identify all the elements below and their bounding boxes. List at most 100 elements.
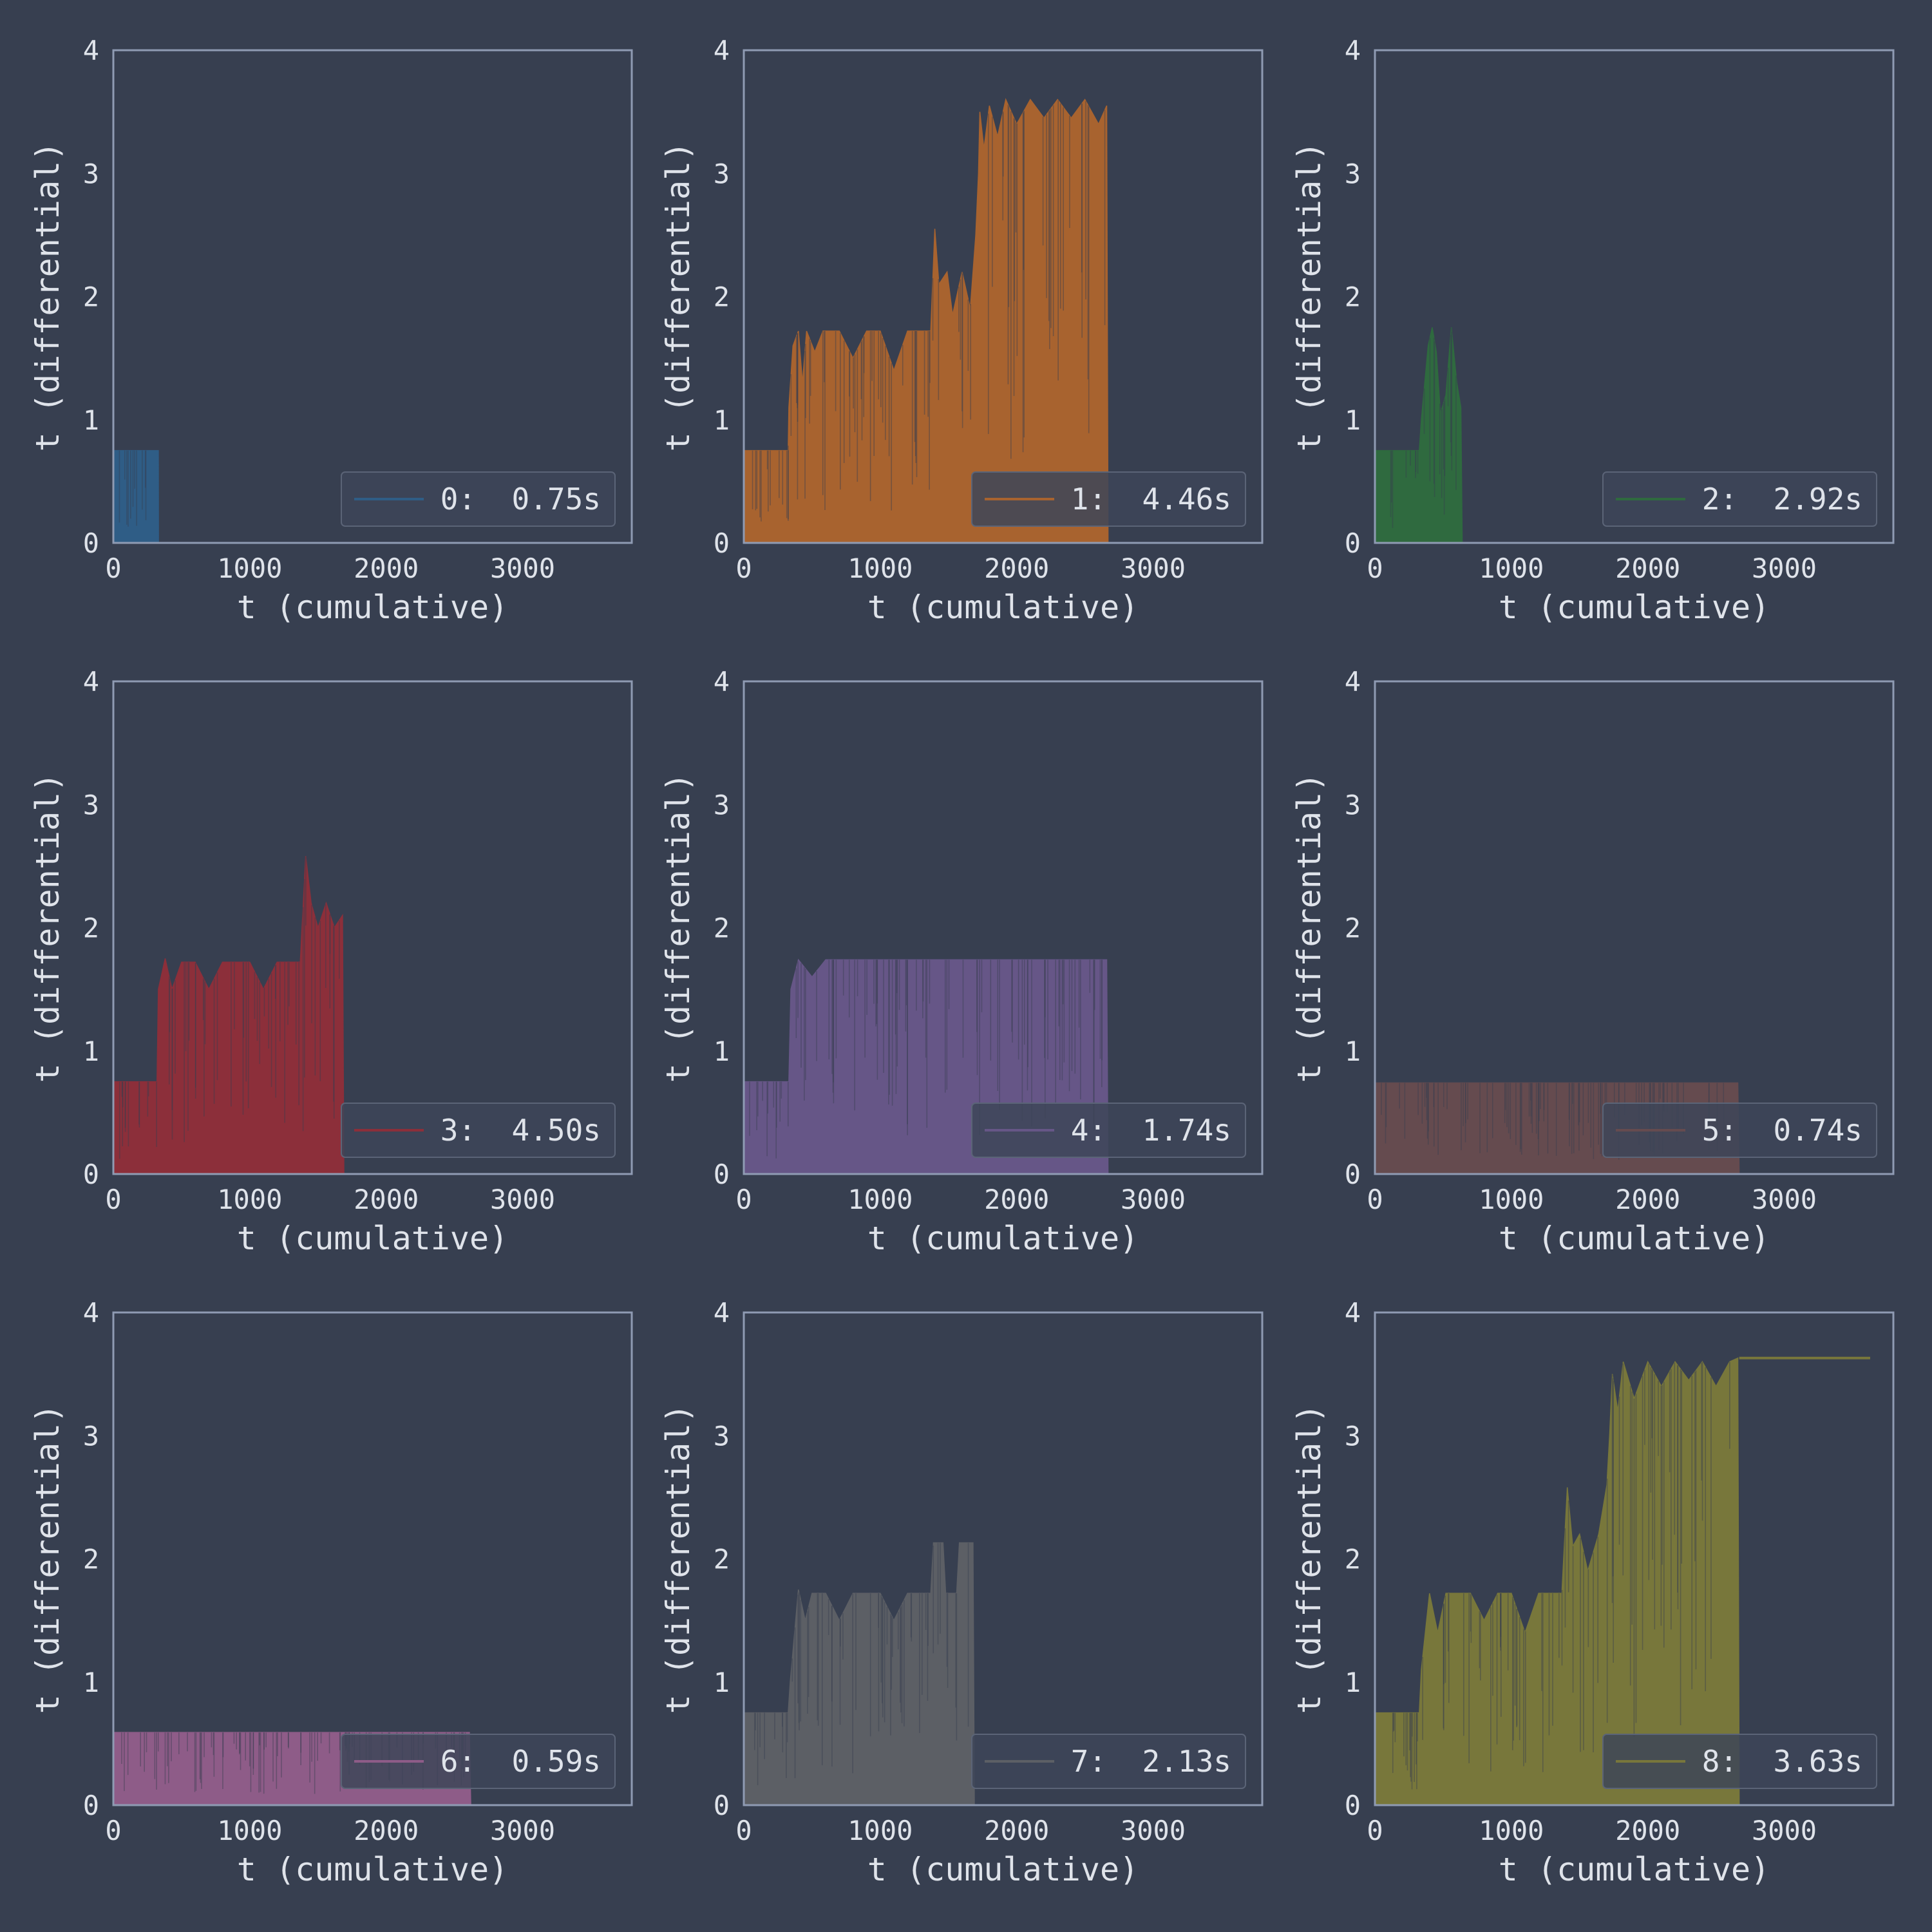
y-tick-label: 2	[83, 1544, 99, 1575]
x-tick-label: 0	[1367, 1184, 1383, 1215]
x-tick-label: 0	[105, 1815, 121, 1846]
y-tick-label: 4	[1345, 666, 1361, 697]
series-1-texture	[752, 100, 1106, 522]
legend-1: 1: 4.46s	[971, 471, 1246, 527]
x-axis-label: t (cumulative)	[237, 1220, 508, 1257]
series-2-area	[1375, 327, 1463, 543]
x-tick-label: 0	[105, 1184, 121, 1215]
legend-label: 4: 1.74s	[1071, 1113, 1231, 1148]
x-tick-label: 2000	[354, 1815, 419, 1846]
panel-0: 0 1000 2000 3000 0 1 2 3 4 t (cumulative) t (diffe…	[29, 35, 633, 626]
legend-7: 7: 2.13s	[971, 1734, 1246, 1789]
x-tick-label: 3000	[1752, 1184, 1817, 1215]
y-tick-label: 1	[1345, 1667, 1361, 1698]
y-tick-label: 4	[1345, 35, 1361, 66]
y-axis-label: t (differential)	[659, 142, 697, 452]
panel-6: 0 1000 2000 3000 0 1 2 3 4 t (cumulative) t (diffe…	[29, 1297, 633, 1888]
panel-0-frame	[112, 49, 633, 544]
y-tick-label: 1	[83, 404, 99, 436]
series-3-area	[113, 856, 345, 1174]
y-tick-label: 3	[714, 158, 730, 189]
x-tick-label: 1000	[848, 1184, 913, 1215]
y-tick-label: 3	[83, 158, 99, 189]
series-8-area	[1375, 1357, 1740, 1805]
legend-label: 6: 0.59s	[440, 1744, 601, 1779]
y-tick-label: 2	[714, 1544, 730, 1575]
y-tick-label: 4	[714, 35, 730, 66]
legend-label: 0: 0.75s	[440, 482, 601, 516]
x-tick-label: 2000	[354, 553, 419, 584]
x-axis-label: t (cumulative)	[1499, 1220, 1770, 1257]
x-tick-label: 1000	[1479, 1184, 1544, 1215]
legend-box	[1602, 471, 1877, 527]
y-tick-label: 3	[714, 789, 730, 820]
panel-3-frame	[112, 680, 633, 1175]
x-axis-label: t (cumulative)	[867, 1851, 1139, 1888]
legend-2: 2: 2.92s	[1602, 471, 1877, 527]
y-tick-label: 0	[1345, 527, 1361, 559]
y-tick-label: 2	[714, 913, 730, 944]
y-tick-label: 0	[1345, 1790, 1361, 1821]
x-tick-label: 1000	[848, 553, 913, 584]
y-tick-label: 3	[1345, 789, 1361, 820]
x-tick-label: 2000	[1615, 1815, 1680, 1846]
series-4-texture	[749, 960, 1103, 1159]
y-tick-label: 4	[83, 35, 99, 66]
series-7-area	[744, 1542, 975, 1805]
x-axis-label: t (cumulative)	[1499, 1851, 1770, 1888]
y-tick-label: 2	[83, 281, 99, 313]
x-tick-label: 3000	[1752, 1815, 1817, 1846]
x-axis-label: t (cumulative)	[237, 589, 508, 626]
x-tick-label: 2000	[1615, 1184, 1680, 1215]
legend-label: 3: 4.50s	[440, 1113, 601, 1148]
y-tick-label: 2	[1345, 1544, 1361, 1575]
legend-box	[341, 471, 616, 527]
series-2-texture	[1390, 328, 1457, 528]
x-tick-label: 3000	[1752, 553, 1817, 584]
y-tick-label: 4	[714, 666, 730, 697]
legend-box	[341, 1734, 616, 1789]
legend-box	[971, 1103, 1246, 1158]
y-tick-label: 1	[1345, 404, 1361, 436]
series-8-texture	[1392, 1361, 1730, 1790]
x-tick-label: 2000	[984, 1184, 1049, 1215]
x-tick-label: 1000	[848, 1815, 913, 1846]
y-tick-label: 1	[83, 1036, 99, 1067]
x-tick-label: 3000	[490, 1184, 555, 1215]
x-tick-label: 0	[1367, 1815, 1383, 1846]
panel-8-frame	[1374, 1311, 1895, 1806]
x-tick-label: 0	[105, 553, 121, 584]
y-axis-label: t (differential)	[1291, 1404, 1328, 1714]
x-tick-label: 0	[735, 553, 752, 584]
y-axis-label: t (differential)	[659, 1404, 697, 1714]
y-tick-label: 1	[714, 404, 730, 436]
x-axis-label: t (cumulative)	[867, 1220, 1139, 1257]
series-0-texture	[118, 450, 147, 527]
legend-4: 4: 1.74s	[971, 1103, 1246, 1158]
series-7-texture	[753, 1542, 969, 1786]
y-tick-label: 0	[83, 1159, 99, 1190]
y-tick-label: 4	[714, 1297, 730, 1329]
x-tick-label: 0	[1367, 553, 1383, 584]
x-tick-label: 3000	[1121, 1184, 1186, 1215]
panel-8: 0 1000 2000 3000 0 1 2 3 4 t (cumulative) t (diffe…	[1291, 1297, 1895, 1888]
x-tick-label: 2000	[984, 553, 1049, 584]
panel-4-frame	[743, 680, 1264, 1175]
legend-box	[971, 1734, 1246, 1789]
y-tick-label: 2	[1345, 913, 1361, 944]
legend-label: 1: 4.46s	[1071, 482, 1231, 516]
x-axis-label: t (cumulative)	[1499, 589, 1770, 626]
y-tick-label: 1	[714, 1036, 730, 1067]
legend-3: 3: 4.50s	[341, 1103, 616, 1158]
y-tick-label: 0	[714, 1159, 730, 1190]
x-tick-label: 2000	[354, 1184, 419, 1215]
panel-1: 0 1000 2000 3000 0 1 2 3 4 t (cumulative) t (diffe…	[659, 35, 1264, 626]
panel-4: 0 1000 2000 3000 0 1 2 3 4 t (cumulative) t (diffe…	[659, 666, 1264, 1257]
x-tick-label: 2000	[984, 1815, 1049, 1846]
y-axis-label: t (differential)	[1291, 142, 1328, 452]
y-axis-label: t (differential)	[29, 1404, 66, 1714]
legend-box	[1602, 1103, 1877, 1158]
y-tick-label: 3	[83, 1420, 99, 1452]
panel-5: 0 1000 2000 3000 0 1 2 3 4 t (cumulative) t (diffe…	[1291, 666, 1895, 1257]
